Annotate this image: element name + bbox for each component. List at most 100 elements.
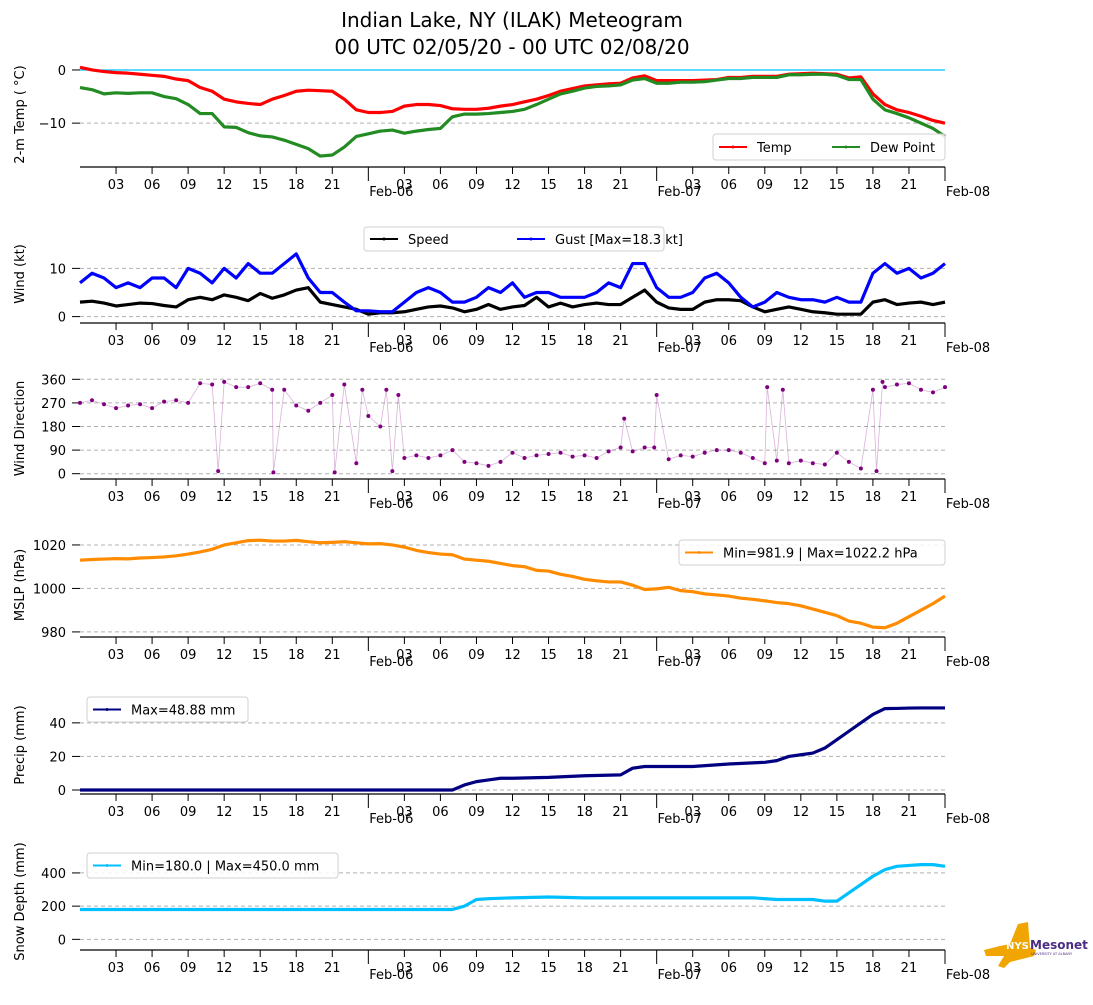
wind_direction-point [354,461,359,466]
precip-xtick-label: 09 [757,805,774,820]
temp-xtick-label: 21 [901,178,918,193]
wind_direction-ytick-label: 180 [41,421,66,436]
snow_depth-xtick-label: 12 [216,961,233,976]
precip-xtick-label: 03 [396,805,413,820]
wind_direction-point [702,450,707,455]
wind-legend-marker [529,237,533,241]
wind_direction-point [678,453,683,458]
wind-xtick-label: Feb-08 [946,341,990,356]
wind_direction-xtick-label: 03 [684,490,701,505]
temp-legend-box [712,133,946,161]
precip-xtick-label: 06 [720,805,737,820]
precip-xtick-label: 12 [504,805,521,820]
wind_direction-point [282,387,287,392]
wind-xtick-label: 18 [865,334,882,349]
wind_direction-point [438,453,443,458]
wind_direction-xtick-label: 12 [216,490,233,505]
wind_direction-point [462,459,467,464]
wind_direction-point [102,402,107,407]
temp-xtick-label: 09 [180,178,197,193]
wind_direction-point [774,458,779,463]
wind-xtick-label: Feb-07 [658,341,702,356]
wind_direction-point [150,406,155,411]
wind_direction-point [622,416,627,421]
temp-panel: 0−102-m Temp ( °C)03 06 09 12 15 18 21 Feb-0603… [13,64,990,200]
snow_depth-xtick-label: 18 [288,961,305,976]
snow_depth-xtick-label: 21 [612,961,629,976]
wind_direction-xtick-label: 21 [612,490,629,505]
mslp-xtick-label: 21 [612,648,629,663]
wind_direction-point [738,450,743,455]
wind-legend-marker [382,237,386,241]
wind_direction-point [222,379,227,384]
wind_direction-point [186,400,191,405]
wind_direction-ytick-label: 270 [41,397,66,412]
temp-xtick-label: 18 [288,178,305,193]
wind_direction-point [780,387,785,392]
snow_depth-legend: Min=180.0 | Max=450.0 mm [86,852,339,879]
mslp-ytick-label: 980 [41,626,66,641]
snow_depth-xtick-label: Feb-06 [369,968,413,983]
wind_direction-xtick-label: 06 [432,490,449,505]
mslp-xtick-label: Feb-07 [658,655,702,670]
wind_direction-point [90,398,95,403]
wind_direction-point [594,455,599,460]
snow_depth-xtick-label: Feb-07 [658,968,702,983]
wind_direction-point [342,382,347,387]
temp-xtick-label: 18 [576,178,593,193]
mslp-xtick-label: 21 [901,648,918,663]
panels: 0−102-m Temp ( °C)03 06 09 12 15 18 21 Feb-0603… [13,64,990,983]
wind_direction-xtick-label: 18 [576,490,593,505]
temp-legend: Temp Dew Point [712,133,946,161]
temp-xtick-label: 09 [468,178,485,193]
mslp-xtick-label: 18 [288,648,305,663]
precip-xtick-label: 21 [324,805,341,820]
wind_direction-point [414,453,419,458]
wind-legend-label: Speed [408,233,449,248]
temp-xtick-label: 12 [216,178,233,193]
mslp-xtick-label: 21 [324,648,341,663]
precip-xtick-label: 18 [288,805,305,820]
temp-xtick-label: 09 [757,178,774,193]
snow_depth-xtick-label: 09 [757,961,774,976]
precip-xtick-label: 12 [216,805,233,820]
wind_direction-point [798,458,803,463]
wind_direction-point [246,385,251,390]
snow_depth-ytick-label: 0 [58,933,66,948]
wind_direction-point [258,381,263,386]
wind_direction-point [332,470,337,475]
chart-title-line1: Indian Lake, NY (ILAK) Meteogram [341,8,683,32]
wind_direction-point [114,406,119,411]
wind-xtick-label: 12 [216,334,233,349]
chart-title-line2: 00 UTC 02/05/20 - 00 UTC 02/08/20 [334,35,689,59]
precip-legend-box [86,696,249,723]
wind_direction-xtick-label: 09 [468,490,485,505]
snow_depth-xtick-label: 15 [540,961,557,976]
wind_direction-point [618,445,623,450]
snow_depth-xtick-label: 15 [829,961,846,976]
mslp-xtick-label: 12 [216,648,233,663]
wind-xtick-label: 09 [180,334,197,349]
logo-sub-text: UNIVERSITY AT ALBANY [1031,952,1073,956]
mslp-xtick-label: 03 [108,648,125,663]
precip-ytick-label: 0 [58,784,66,799]
mslp-xtick-label: 06 [432,648,449,663]
precip-legend: Max=48.88 mm [86,696,249,723]
temp-xtick-label: 06 [432,178,449,193]
temp-xtick-label: 15 [540,178,557,193]
wind_direction-point [652,445,657,450]
wind-xtick-label: 18 [288,334,305,349]
temp-legend-label: Dew Point [870,141,935,156]
wind_direction-ytick-label: 360 [41,373,66,388]
temp-legend-marker [844,145,848,149]
wind-xtick-label: 15 [540,334,557,349]
wind-series-1 [78,252,947,314]
wind-xtick-label: 06 [432,334,449,349]
precip-legend-marker [105,708,109,711]
wind-ylabel: Wind (kt) [13,244,28,304]
mslp-xtick-label: 15 [829,648,846,663]
wind-legend-box [363,226,665,252]
wind_direction-point [318,400,323,405]
